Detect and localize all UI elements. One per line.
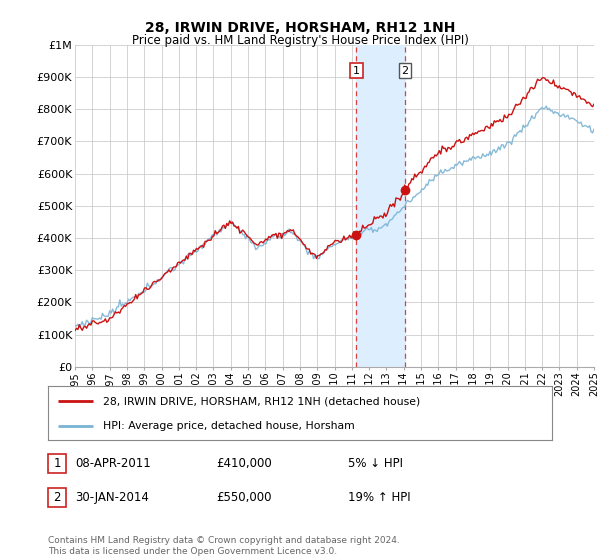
Bar (356, 45, 405, 367)
Text: 28, IRWIN DRIVE, HORSHAM, RH12 1NH (detached house): 28, IRWIN DRIVE, HORSHAM, RH12 1NH (deta… (103, 396, 421, 407)
Text: Price paid vs. HM Land Registry's House Price Index (HPI): Price paid vs. HM Land Registry's House … (131, 34, 469, 46)
Text: 2: 2 (53, 491, 61, 504)
Text: £410,000: £410,000 (216, 457, 272, 470)
Text: Contains HM Land Registry data © Crown copyright and database right 2024.
This d: Contains HM Land Registry data © Crown c… (48, 536, 400, 556)
Text: 2: 2 (401, 66, 409, 76)
Text: 5% ↓ HPI: 5% ↓ HPI (348, 457, 403, 470)
Text: 08-APR-2011: 08-APR-2011 (75, 457, 151, 470)
Text: 30-JAN-2014: 30-JAN-2014 (75, 491, 149, 504)
Text: 28, IRWIN DRIVE, HORSHAM, RH12 1NH: 28, IRWIN DRIVE, HORSHAM, RH12 1NH (145, 21, 455, 35)
Text: £550,000: £550,000 (216, 491, 271, 504)
Text: 1: 1 (53, 457, 61, 470)
Text: 1: 1 (353, 66, 360, 76)
Text: 19% ↑ HPI: 19% ↑ HPI (348, 491, 410, 504)
Text: HPI: Average price, detached house, Horsham: HPI: Average price, detached house, Hors… (103, 421, 355, 431)
